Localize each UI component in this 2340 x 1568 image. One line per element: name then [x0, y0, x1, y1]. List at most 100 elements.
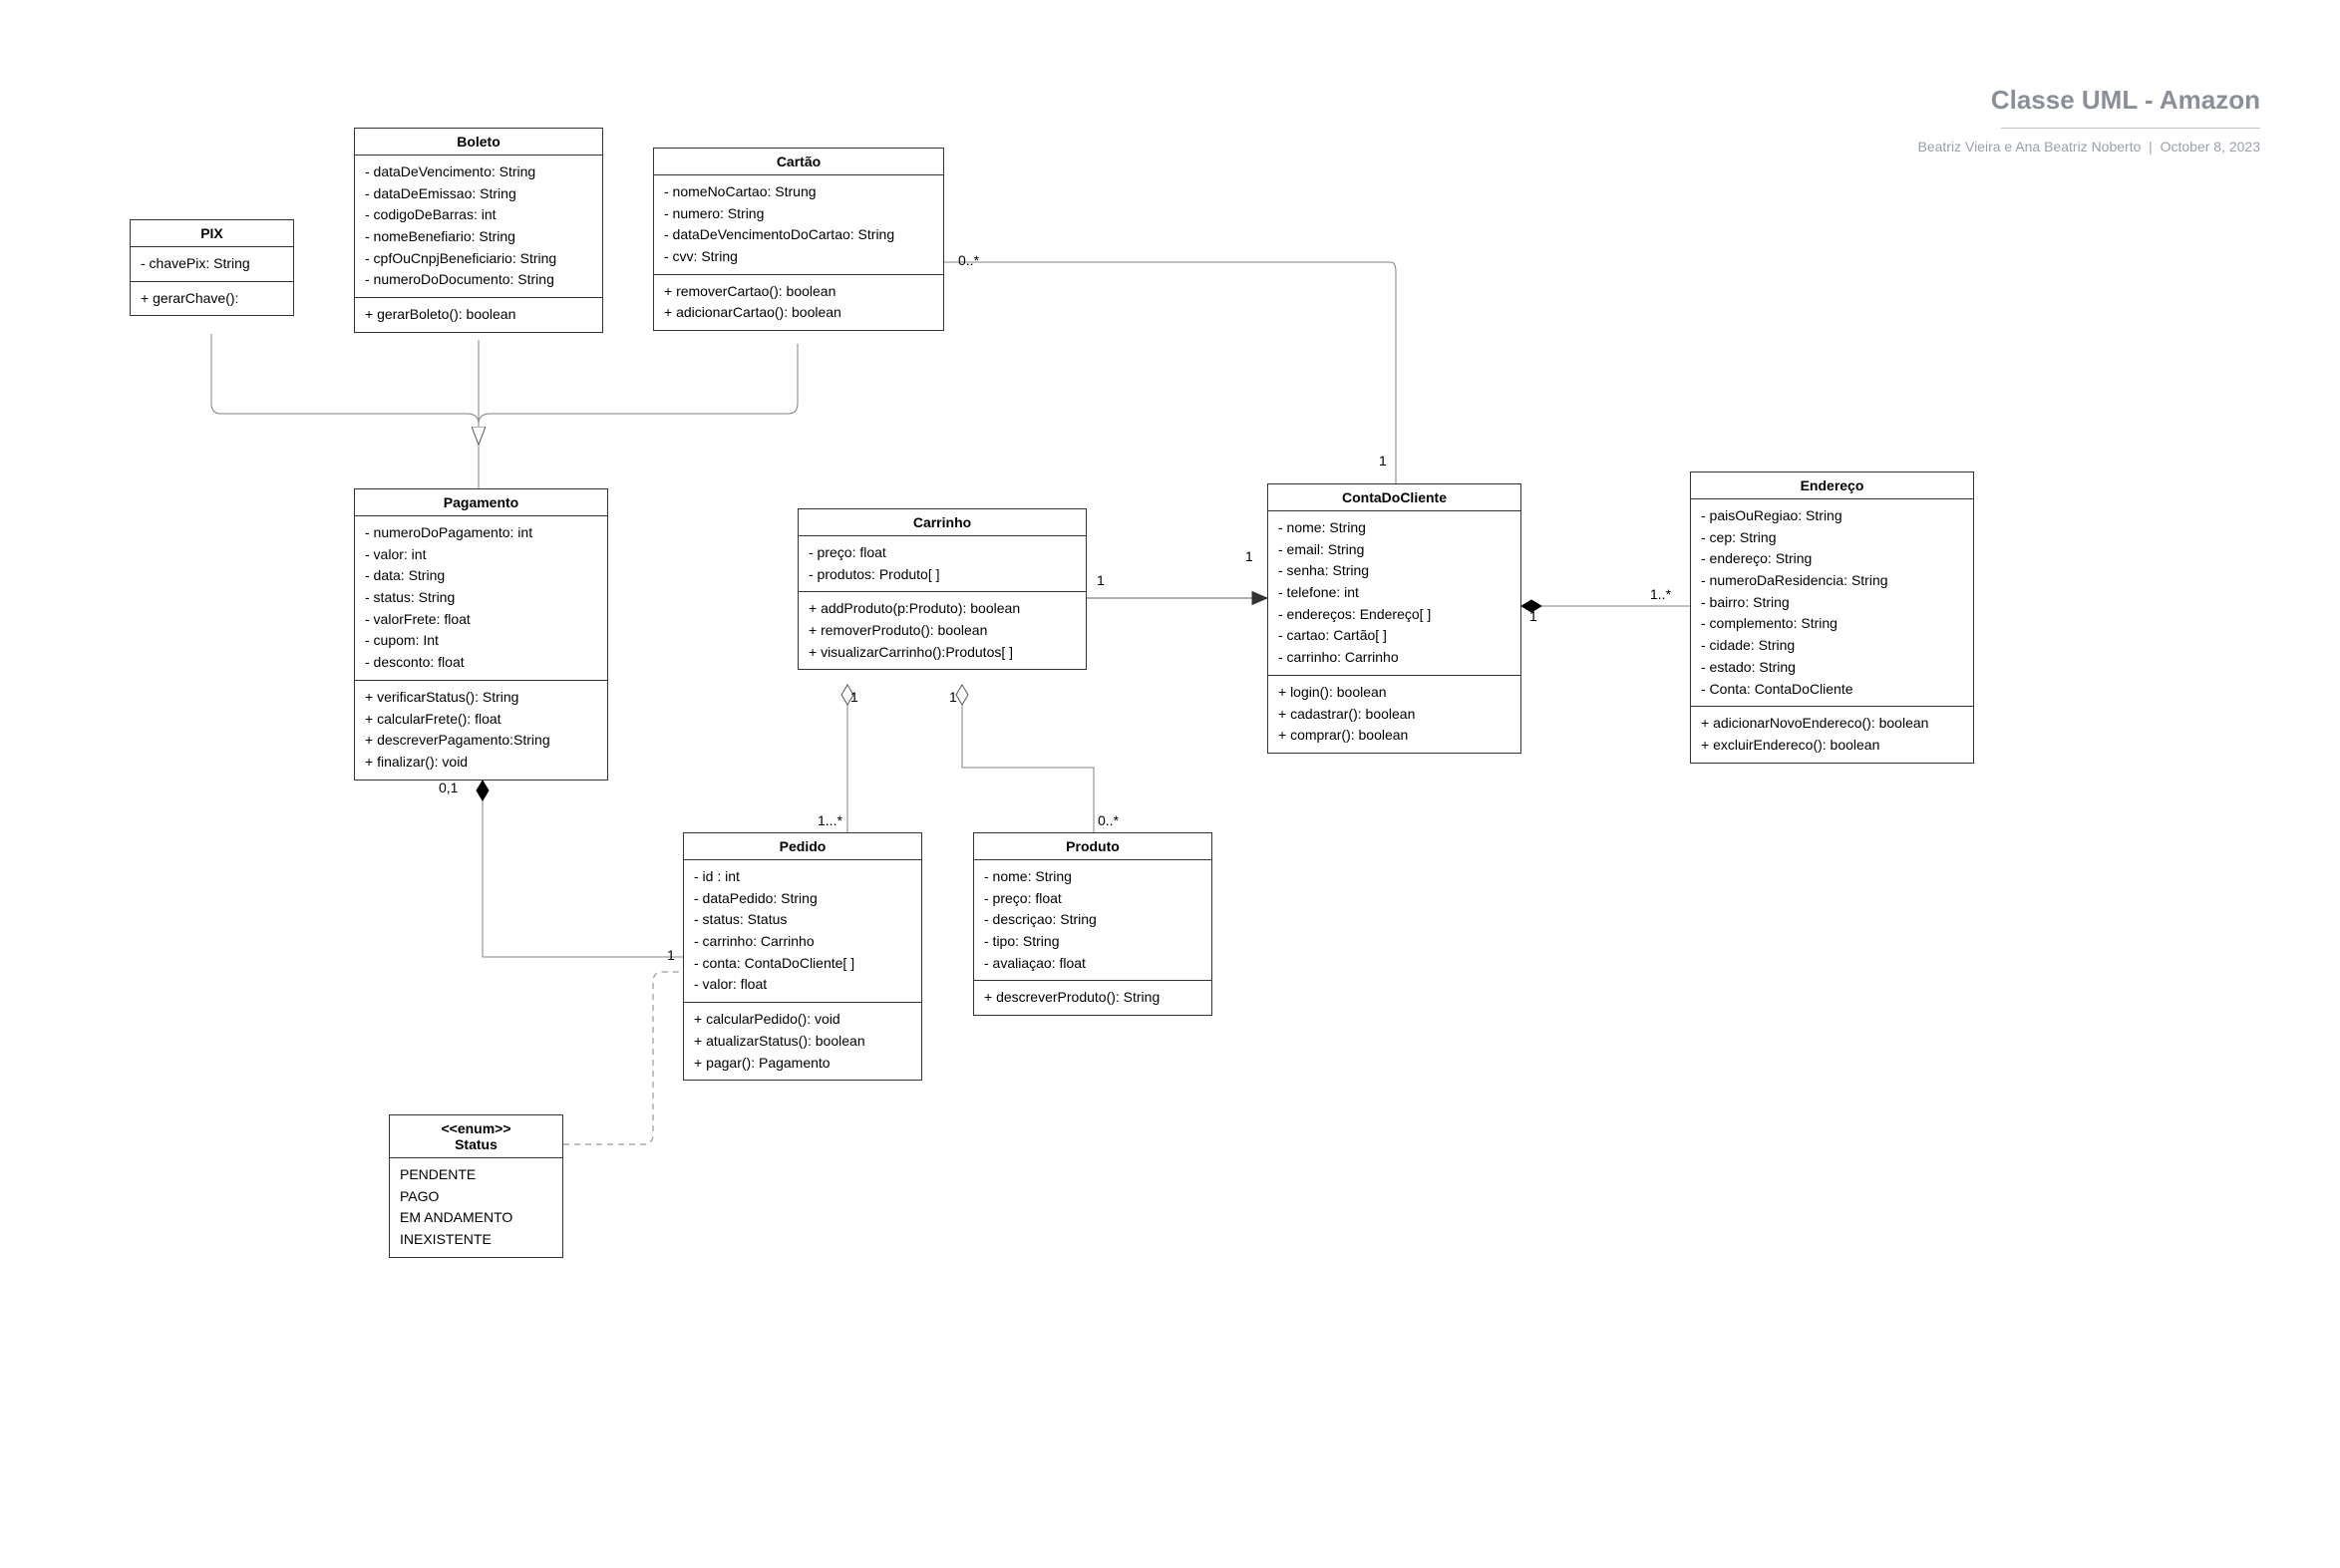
attributes-section: - nome: String- email: String- senha: St…	[1268, 511, 1520, 676]
attribute: - conta: ContaDoCliente[ ]	[694, 953, 911, 975]
class-name-text: Carrinho	[913, 514, 971, 530]
class-pix: PIX- chavePix: String+ gerarChave():	[130, 219, 294, 316]
attributes-section: - dataDeVencimento: String- dataDeEmissa…	[355, 156, 602, 298]
class-name-text: Boleto	[457, 134, 501, 150]
method: + pagar(): Pagamento	[694, 1053, 911, 1075]
attribute: - nomeBenefiario: String	[365, 226, 592, 248]
attribute: - cvv: String	[664, 246, 933, 268]
multiplicity-label: 1...*	[818, 812, 842, 828]
multiplicity-label: 1	[1245, 548, 1253, 564]
attribute: - endereços: Endereço[ ]	[1278, 604, 1510, 626]
attributes-section: PENDENTEPAGOEM ANDAMENTOINEXISTENTE	[390, 1158, 562, 1257]
multiplicity-label: 1..*	[1650, 586, 1671, 602]
attribute: - valorFrete: float	[365, 609, 597, 631]
class-name: <<enum>>Status	[390, 1115, 562, 1158]
attribute: - nomeNoCartao: Strung	[664, 181, 933, 203]
method: + visualizarCarrinho():Produtos[ ]	[809, 642, 1076, 664]
title-divider	[2001, 128, 2260, 129]
attribute: INEXISTENTE	[400, 1229, 552, 1251]
attribute: - valor: float	[694, 974, 911, 996]
attributes-section: - paisOuRegiao: String- cep: String- end…	[1691, 499, 1973, 707]
method: + gerarBoleto(): boolean	[365, 304, 592, 326]
attribute: - dataDeVencimentoDoCartao: String	[664, 224, 933, 246]
attributes-section: - id : int- dataPedido: String- status: …	[684, 860, 921, 1003]
class-name-text: ContaDoCliente	[1342, 489, 1447, 505]
diagram-title: Classe UML - Amazon	[1918, 85, 2260, 116]
methods-section: + login(): boolean+ cadastrar(): boolean…	[1268, 676, 1520, 753]
method: + adicionarNovoEndereco(): boolean	[1701, 713, 1963, 735]
class-endereco: Endereço - paisOuRegiao: String- cep: Str…	[1690, 471, 1974, 764]
multiplicity-label: 0..*	[1098, 812, 1119, 828]
diagram-meta: Beatriz Vieira e Ana Beatriz Noberto | O…	[1918, 139, 2260, 155]
class-name: Boleto	[355, 129, 602, 156]
class-conta-do-cliente: ContaDoCliente - nome: String- email: Str…	[1267, 483, 1521, 754]
attribute: - numeroDoDocumento: String	[365, 269, 592, 291]
class-pagamento: Pagamento - numeroDoPagamento: int- valor…	[354, 488, 608, 781]
attribute: - dataDeVencimento: String	[365, 161, 592, 183]
method: + adicionarCartao(): boolean	[664, 302, 933, 324]
class-name-text: Endereço	[1801, 477, 1864, 493]
methods-section: + gerarBoleto(): boolean	[355, 298, 602, 332]
attribute: - chavePix: String	[141, 253, 283, 275]
attribute: - carrinho: Carrinho	[1278, 647, 1510, 669]
attribute: - senha: String	[1278, 560, 1510, 582]
class-name: Pedido	[684, 833, 921, 860]
attribute: - paisOuRegiao: String	[1701, 505, 1963, 527]
method: + descreverPagamento:String	[365, 730, 597, 752]
meta-sep: |	[2145, 139, 2156, 155]
method: + finalizar(): void	[365, 752, 597, 774]
attribute: - preço: float	[809, 542, 1076, 564]
methods-section: + gerarChave():	[131, 282, 293, 316]
attribute: - valor: int	[365, 544, 597, 566]
method: + comprar(): boolean	[1278, 725, 1510, 747]
attribute: - status: Status	[694, 909, 911, 931]
attribute: - numeroDaResidencia: String	[1701, 570, 1963, 592]
class-name: Carrinho	[799, 509, 1086, 536]
class-name: Produto	[974, 833, 1211, 860]
multiplicity-label: 1	[1529, 608, 1537, 624]
attribute: - cupom: Int	[365, 630, 597, 652]
attributes-section: - chavePix: String	[131, 247, 293, 282]
class-name: Pagamento	[355, 489, 607, 516]
attribute: - nome: String	[984, 866, 1201, 888]
attribute: - tipo: String	[984, 931, 1201, 953]
attributes-section: - nomeNoCartao: Strung- numero: String- …	[654, 175, 943, 275]
method: + calcularFrete(): float	[365, 709, 597, 731]
methods-section: + verificarStatus(): String+ calcularFre…	[355, 681, 607, 780]
class-name-text: Pagamento	[444, 494, 518, 510]
attribute: EM ANDAMENTO	[400, 1207, 552, 1229]
method: + addProduto(p:Produto): boolean	[809, 598, 1076, 620]
diagram-title-block: Classe UML - Amazon Beatriz Vieira e Ana…	[1918, 85, 2260, 155]
class-name: Endereço	[1691, 472, 1973, 499]
attribute: PAGO	[400, 1186, 552, 1208]
connectors-layer	[0, 0, 2340, 1568]
attribute: - endereço: String	[1701, 548, 1963, 570]
attribute: - estado: String	[1701, 657, 1963, 679]
attribute: - data: String	[365, 565, 597, 587]
attribute: - status: String	[365, 587, 597, 609]
attribute: - Conta: ContaDoCliente	[1701, 679, 1963, 701]
methods-section: + descreverProduto(): String	[974, 981, 1211, 1015]
class-name-text: Pedido	[780, 838, 827, 854]
attribute: - desconto: float	[365, 652, 597, 674]
attribute: - avaliaçao: float	[984, 953, 1201, 975]
attribute: - descriçao: String	[984, 909, 1201, 931]
class-carrinho: Carrinho- preço: float- produtos: Produt…	[798, 508, 1087, 670]
attribute: - complemento: String	[1701, 613, 1963, 635]
attribute: - numero: String	[664, 203, 933, 225]
attribute: - telefone: int	[1278, 582, 1510, 604]
attribute: - id : int	[694, 866, 911, 888]
stereotype: <<enum>>	[400, 1120, 552, 1136]
attribute: - cpfOuCnpjBeneficiario: String	[365, 248, 592, 270]
method: + gerarChave():	[141, 288, 283, 310]
attribute: - nome: String	[1278, 517, 1510, 539]
diagram-date: October 8, 2023	[2161, 139, 2260, 155]
multiplicity-label: 1	[667, 947, 675, 963]
multiplicity-label: 0..*	[958, 252, 979, 268]
multiplicity-label: 1	[949, 689, 957, 705]
attributes-section: - numeroDoPagamento: int- valor: int- da…	[355, 516, 607, 681]
attribute: - carrinho: Carrinho	[694, 931, 911, 953]
method: + cadastrar(): boolean	[1278, 704, 1510, 726]
method: + removerProduto(): boolean	[809, 620, 1076, 642]
attribute: - dataPedido: String	[694, 888, 911, 910]
